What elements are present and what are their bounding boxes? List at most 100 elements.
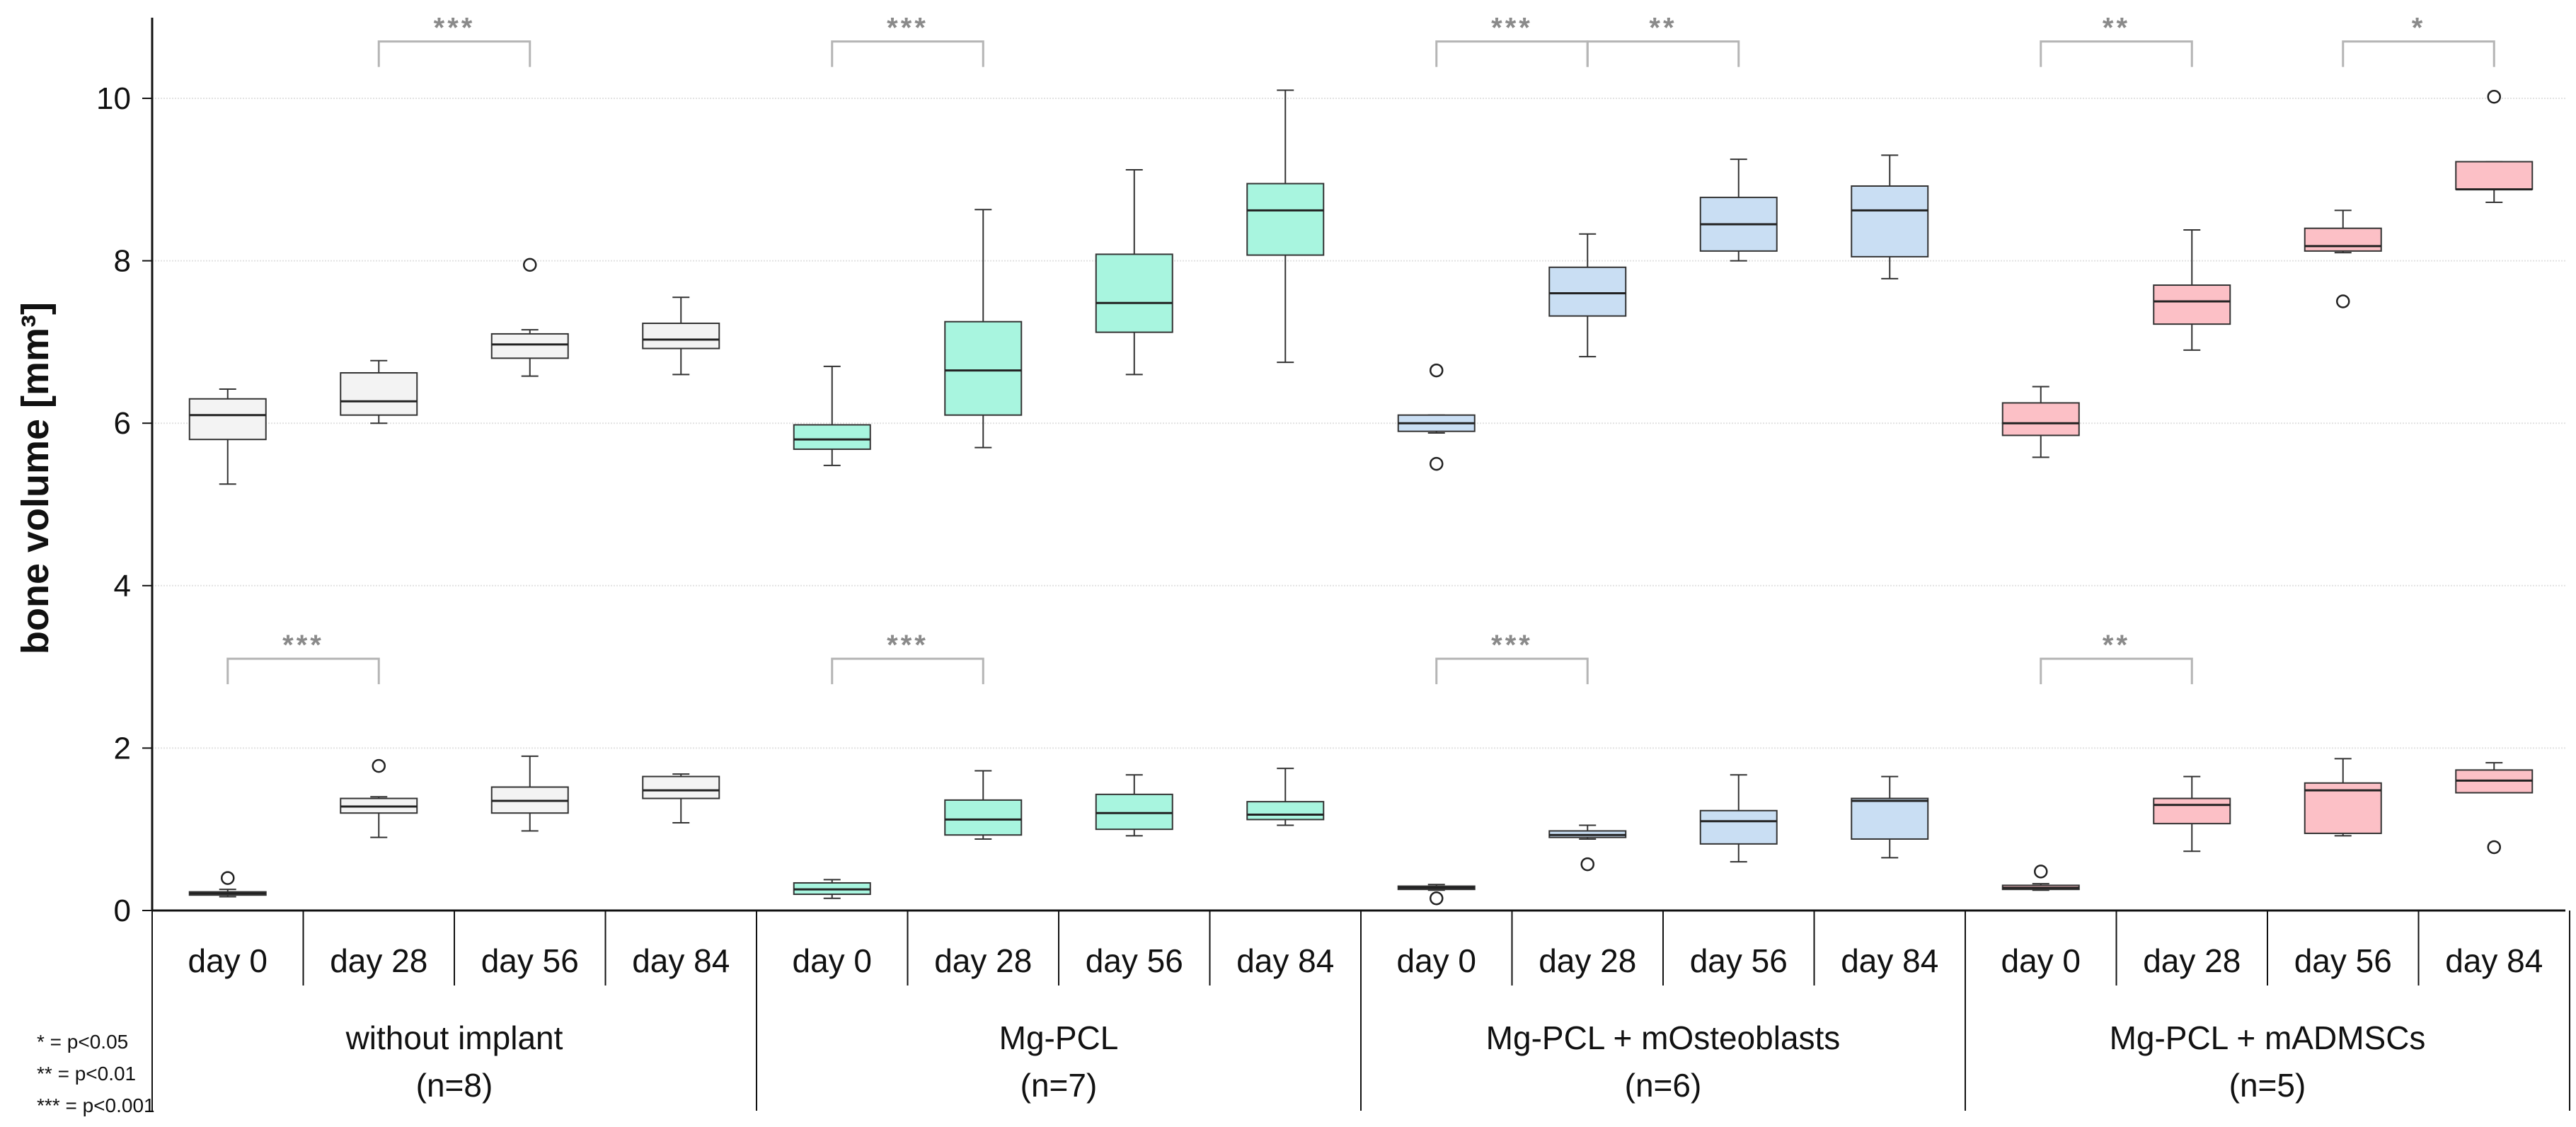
significance-label: * — [2412, 13, 2426, 44]
significance-bracket: *** — [831, 630, 984, 685]
box-total-g3-d3 — [2455, 89, 2534, 203]
outlier-point — [2034, 865, 2048, 879]
group-label: Mg-PCL + mOsteoblasts — [1486, 1019, 1841, 1056]
box-total-g2-d1 — [1548, 233, 1627, 358]
outlier-point — [2336, 294, 2350, 308]
group-n-label: (n=5) — [2229, 1067, 2306, 1104]
box-iqr — [1095, 253, 1173, 333]
significance-label: *** — [282, 630, 324, 661]
box-iqr — [1699, 809, 1778, 845]
outlier-point — [2487, 840, 2501, 855]
significance-label: ** — [2103, 13, 2130, 44]
significance-label: ** — [2103, 630, 2130, 661]
day-label: day 28 — [330, 942, 427, 979]
significance-label: *** — [434, 13, 476, 44]
box-iqr — [340, 372, 418, 416]
day-label: day 0 — [1396, 942, 1476, 979]
outlier-point — [2487, 89, 2501, 104]
significance-label: ** — [1649, 13, 1677, 44]
box-new-g0-d3 — [642, 773, 720, 824]
bracket-line — [226, 657, 380, 685]
box-new-g2-d3 — [1851, 775, 1929, 859]
significance-bracket: *** — [1435, 13, 1589, 67]
box-total-g3-d1 — [2153, 229, 2231, 351]
group-label: Mg-PCL + mADMSCs — [2110, 1019, 2426, 1056]
box-new-g3-d3 — [2455, 762, 2534, 855]
box-iqr — [1548, 266, 1627, 317]
y-tick-label: 6 — [114, 406, 131, 441]
significance-label: *** — [1491, 13, 1533, 44]
box-iqr — [2001, 402, 2080, 437]
box-new-g3-d1 — [2153, 775, 2231, 853]
y-tick-label: 2 — [114, 731, 131, 765]
box-iqr — [1851, 797, 1929, 840]
box-total-g1-d3 — [1246, 89, 1325, 364]
significance-legend: * = p<0.05 ** = p<0.01 *** = p<0.001 — [37, 1031, 155, 1116]
bracket-line — [1586, 40, 1740, 67]
box-iqr — [2304, 782, 2382, 834]
bracket-line — [1435, 40, 1589, 67]
outlier-point — [1580, 857, 1594, 872]
box-total-g2-d3 — [1851, 154, 1929, 279]
box-total-g0-d3 — [642, 296, 720, 376]
box-iqr — [188, 398, 267, 441]
box-iqr — [944, 799, 1023, 836]
day-label: day 56 — [1086, 942, 1183, 979]
box-total-g2-d2 — [1699, 158, 1778, 262]
y-tick-label: 8 — [114, 244, 131, 279]
day-label: day 0 — [2001, 942, 2081, 979]
box-series — [188, 89, 2534, 906]
group-label: without implant — [345, 1019, 563, 1056]
group-label: Mg-PCL — [999, 1019, 1119, 1056]
box-new-g3-d0 — [2001, 865, 2080, 891]
outlier-point — [1430, 891, 1444, 906]
box-new-g2-d1 — [1548, 824, 1627, 872]
bracket-line — [2040, 657, 2193, 685]
significance-bracket: ** — [2040, 630, 2193, 685]
legend-entry: ** = p<0.01 — [37, 1063, 136, 1085]
significance-bracket: ** — [2040, 13, 2193, 67]
significance-label: *** — [1491, 630, 1533, 661]
day-label: day 84 — [2445, 942, 2543, 979]
box-iqr — [2153, 797, 2231, 825]
box-iqr — [490, 333, 569, 359]
legend-entry: *** = p<0.001 — [37, 1094, 155, 1116]
box-total-g1-d1 — [944, 209, 1023, 449]
outlier-point — [1430, 456, 1444, 471]
box-total-g0-d2 — [490, 258, 569, 377]
day-label: day 56 — [2294, 942, 2392, 979]
box-new-g1-d0 — [793, 879, 871, 899]
day-label: day 84 — [1236, 942, 1334, 979]
box-iqr — [2455, 161, 2534, 190]
day-label: day 0 — [792, 942, 872, 979]
box-iqr — [1246, 183, 1325, 256]
significance-bracket: *** — [831, 13, 984, 67]
day-label: day 0 — [188, 942, 268, 979]
outlier-point — [221, 871, 235, 885]
outlier-point — [372, 758, 386, 773]
box-iqr — [1095, 793, 1173, 831]
y-tick-label: 4 — [114, 569, 131, 603]
box-total-g3-d2 — [2304, 209, 2382, 308]
bracket-line — [1435, 657, 1589, 685]
gridlines — [152, 98, 2565, 749]
x-axis-categories: day 0 day 28 day 56 day 84 without implant (n… — [151, 911, 2570, 1111]
box-new-g2-d2 — [1699, 774, 1778, 863]
box-new-g0-d2 — [490, 755, 569, 832]
box-iqr — [2153, 284, 2231, 325]
outlier-point — [523, 258, 537, 272]
bracket-line — [831, 40, 984, 67]
box-total-g1-d0 — [793, 365, 871, 466]
significance-bracket: ** — [1586, 13, 1740, 67]
day-label: day 28 — [2143, 942, 2241, 979]
bracket-line — [2040, 40, 2193, 67]
day-label: day 84 — [1841, 942, 1938, 979]
box-new-g0-d1 — [340, 758, 418, 838]
day-label: day 28 — [934, 942, 1032, 979]
significance-bracket: *** — [226, 630, 380, 685]
axes: bone volume [mm³] 0 2 4 6 8 10 — [14, 18, 2565, 928]
y-axis-label: bone volume [mm³] — [14, 302, 57, 654]
y-tick-label: 10 — [96, 81, 131, 116]
significance-bracket: *** — [377, 13, 531, 67]
box-iqr — [944, 320, 1023, 416]
